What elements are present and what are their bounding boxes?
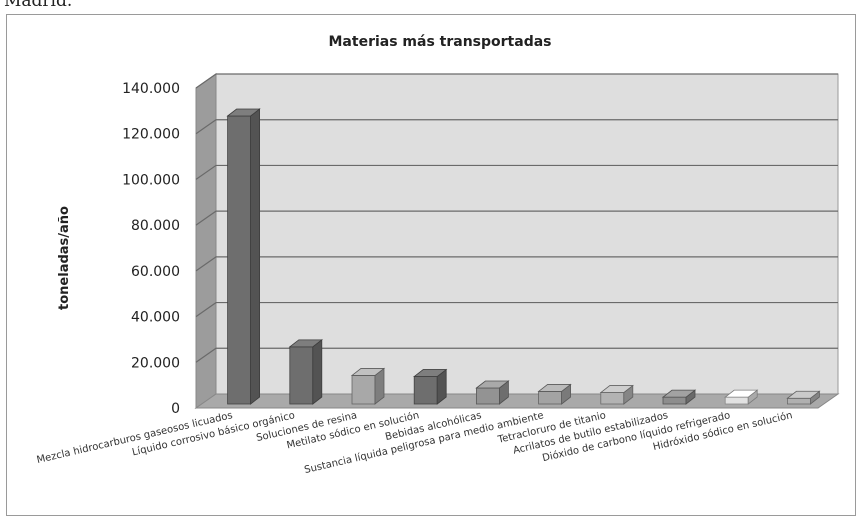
- bar: [350, 367, 386, 405]
- bar-front: [475, 387, 500, 405]
- bar: [599, 384, 634, 405]
- bar-front: [413, 376, 438, 405]
- bar-top: [661, 389, 697, 398]
- bar-front: [289, 346, 314, 405]
- bar: [724, 389, 759, 405]
- chart-walls: [194, 73, 840, 409]
- y-tick-label: 60.000: [131, 264, 180, 280]
- bar-top: [475, 380, 510, 389]
- gridline: [195, 210, 838, 226]
- category-labels: Mezcla hidrocarburos gaseosos licuadosLí…: [36, 409, 794, 476]
- y-tick-label: 0: [171, 401, 180, 417]
- page-text-fragment: Madrid.: [4, 0, 73, 11]
- y-tick-label: 120.000: [122, 127, 180, 143]
- bar: [661, 389, 697, 405]
- gridline: [195, 301, 838, 318]
- bar-side: [250, 108, 261, 405]
- bar-front: [351, 375, 376, 405]
- bar-top: [288, 339, 323, 348]
- bar-front: [600, 392, 625, 405]
- y-axis-label: toneladas/año: [57, 206, 72, 310]
- bar-top: [226, 108, 261, 117]
- bar: [226, 108, 261, 405]
- y-tick-label: 80.000: [131, 218, 180, 234]
- bar: [413, 368, 448, 405]
- bar-front: [227, 115, 252, 405]
- bar-front: [787, 397, 811, 405]
- y-tick-label: 100.000: [122, 172, 180, 188]
- bar-top: [350, 368, 386, 376]
- side-wall: [195, 73, 217, 409]
- bars: [226, 108, 821, 405]
- bar-front: [724, 396, 749, 405]
- bar-side: [312, 339, 323, 405]
- y-tick-label: 20.000: [131, 355, 180, 371]
- gridlines: [195, 73, 838, 363]
- bar-front: [662, 396, 687, 405]
- y-axis-ticks: 0 20.000 40.000 60.000 80.000 100.000 120.000 1…: [122, 81, 180, 417]
- gridline: [195, 119, 838, 135]
- bar-front: [538, 391, 562, 405]
- chart-title: Materias más transportadas: [329, 34, 552, 50]
- bar-top: [724, 389, 759, 398]
- bar-top: [413, 369, 448, 377]
- gridline: [195, 256, 838, 272]
- bar-top: [537, 384, 572, 392]
- y-tick-label: 40.000: [131, 310, 180, 326]
- bar: [537, 383, 572, 405]
- bar-top: [786, 390, 821, 399]
- gridline: [195, 164, 838, 180]
- gridline: [195, 347, 838, 363]
- bar-top: [599, 385, 634, 393]
- bar: [475, 380, 510, 405]
- bar: [786, 390, 821, 405]
- gridline: [195, 73, 838, 89]
- bar: [288, 339, 323, 405]
- y-tick-label: 140.000: [122, 81, 180, 97]
